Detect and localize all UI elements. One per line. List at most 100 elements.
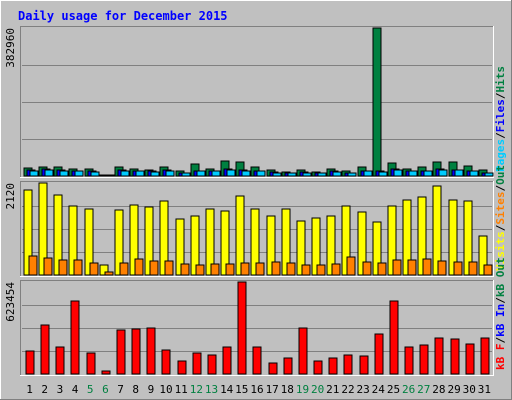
bar-pages-day-8 (135, 170, 145, 177)
x-tick-label: 29 (447, 383, 460, 396)
bar-sites-day-30 (468, 261, 478, 276)
bar-sites-day-6 (104, 271, 114, 276)
bar-pages-day-7 (120, 170, 130, 177)
bar-visits-day-4 (68, 205, 78, 276)
bar-sites-day-21 (331, 263, 341, 276)
bar-hits-day-24 (372, 27, 382, 177)
bar-kb-f-day-4 (70, 300, 80, 375)
bar-sites-day-12 (195, 264, 205, 276)
legend-entry: / (494, 185, 507, 192)
x-tick-label: 5 (87, 383, 94, 396)
bar-visits-day-26 (402, 199, 412, 276)
bar-sites-day-1 (28, 255, 38, 276)
bar-sites-day-31 (483, 264, 493, 276)
x-tick-label: 22 (341, 383, 354, 396)
bar-sites-day-26 (407, 259, 417, 276)
legend-entry: / (494, 92, 507, 99)
bar-pages-day-17 (272, 172, 282, 177)
bar-visits-day-27 (417, 196, 427, 276)
x-tick-label: 25 (387, 383, 400, 396)
bar-kb-f-day-21 (328, 357, 338, 375)
bar-kb-f-day-13 (207, 354, 217, 375)
legend-entry: Hits (494, 66, 507, 93)
bar-visits-day-21 (326, 215, 336, 276)
x-tick-label: 18 (281, 383, 294, 396)
x-tick-label: 1 (26, 383, 33, 396)
bar-visits-day-30 (463, 200, 473, 276)
legend-entry: Sites (494, 192, 507, 225)
x-tick-label: 12 (190, 383, 203, 396)
bar-sites-day-16 (255, 262, 265, 276)
bar-pages-day-16 (256, 170, 266, 177)
bar-kb-f-day-19 (298, 327, 308, 375)
bar-visits-day-6 (99, 264, 109, 276)
x-tick-label: 4 (72, 383, 79, 396)
bar-kb-f-day-9 (146, 327, 156, 375)
bar-kb-f-day-14 (222, 346, 232, 375)
bar-kb-f-day-2 (40, 324, 50, 375)
bar-kb-f-day-8 (131, 328, 141, 375)
x-tick-label: 23 (356, 383, 369, 396)
bar-sites-day-11 (180, 263, 190, 276)
legend: Visits/Sites/Out (494, 165, 507, 271)
bar-pages-day-22 (347, 172, 357, 177)
legend-entry: Files (494, 99, 507, 132)
x-tick-label: 16 (250, 383, 263, 396)
x-tick-label: 30 (463, 383, 476, 396)
bar-kb-f-day-12 (192, 352, 202, 375)
bar-visits-day-19 (296, 220, 306, 276)
bar-visits-day-18 (281, 208, 291, 276)
x-tick-label: 28 (432, 383, 445, 396)
bar-sites-day-18 (286, 262, 296, 276)
legend-entry: / (494, 132, 507, 139)
x-tick-label: 31 (478, 383, 491, 396)
bar-kb-f-day-16 (252, 346, 262, 375)
bar-pages-day-4 (74, 170, 84, 177)
bar-pages-day-20 (317, 172, 327, 177)
bar-kb-f-day-15 (237, 281, 247, 375)
bar-kb-f-day-10 (161, 349, 171, 375)
bar-sites-day-13 (210, 263, 220, 276)
x-tick-label: 8 (132, 383, 139, 396)
bar-visits-day-15 (235, 195, 245, 276)
chart-title: Daily usage for December 2015 (18, 9, 228, 23)
x-tick-label: 17 (266, 383, 279, 396)
legend-entry: kB In (494, 304, 507, 337)
bar-pages-day-3 (59, 170, 69, 177)
bar-sites-day-3 (58, 259, 68, 276)
bar-pages-day-9 (150, 171, 160, 177)
bar-kb-f-day-27 (419, 344, 429, 375)
bar-kb-f-day-3 (55, 346, 65, 375)
bar-visits-day-9 (144, 206, 154, 276)
bar-sites-day-9 (149, 260, 159, 276)
bar-pages-day-25 (393, 169, 403, 177)
bar-pages-day-31 (484, 172, 494, 177)
bar-pages-day-10 (165, 170, 175, 177)
bar-sites-day-28 (437, 260, 447, 276)
bar-pages-day-1 (29, 170, 39, 177)
x-tick-label: 21 (326, 383, 339, 396)
bar-pages-day-12 (196, 170, 206, 177)
x-tick-label: 24 (372, 383, 386, 396)
bar-kb-f-day-17 (268, 362, 278, 375)
x-tick-label: 19 (296, 383, 309, 396)
bar-visits-day-25 (387, 205, 397, 276)
bar-sites-day-22 (346, 256, 356, 276)
bar-sites-day-25 (392, 259, 402, 276)
bar-pages-day-28 (438, 169, 448, 177)
bar-kb-f-day-7 (116, 329, 126, 375)
bar-visits-day-22 (341, 205, 351, 276)
legend-entry: / (494, 224, 507, 231)
bar-visits-day-11 (175, 218, 185, 276)
legend: kB F/kB In/kB Out (494, 257, 507, 370)
bar-pages-day-30 (469, 170, 479, 177)
bar-visits-day-3 (53, 194, 63, 276)
bar-pages-day-27 (423, 170, 433, 177)
bar-sites-day-23 (362, 261, 372, 276)
legend-entry: kB F (494, 344, 507, 371)
bar-kb-f-day-30 (465, 343, 475, 375)
x-tick-label: 14 (220, 383, 234, 396)
bar-pages-day-14 (226, 169, 236, 177)
x-tick-label: 27 (417, 383, 430, 396)
